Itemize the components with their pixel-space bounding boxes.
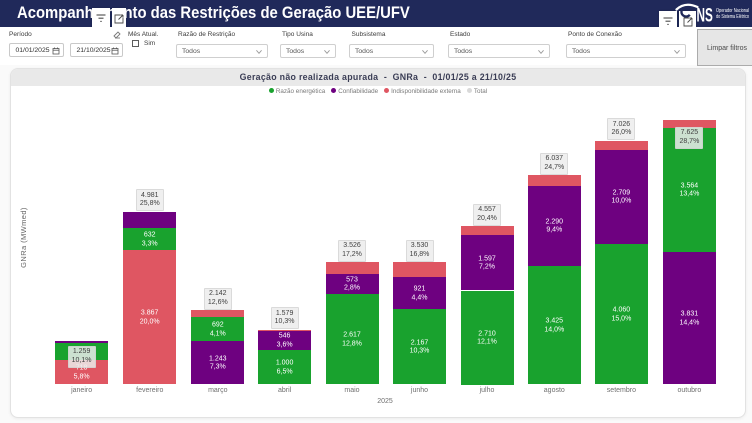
svg-text:NS: NS: [696, 6, 712, 26]
svg-text:do Sistema Elétrico: do Sistema Elétrico: [716, 14, 749, 20]
svg-text:Operador Nacional: Operador Nacional: [716, 8, 749, 14]
